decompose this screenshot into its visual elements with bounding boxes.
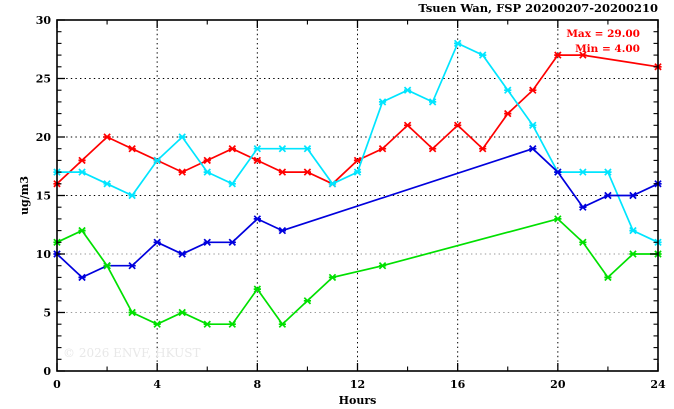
y-tick-label: 10: [36, 248, 52, 261]
data-point-red: [178, 168, 186, 176]
data-point-green: [153, 320, 161, 328]
data-point-blue: [178, 250, 186, 258]
data-point-red: [529, 86, 537, 94]
data-point-green: [579, 238, 587, 247]
data-point-cyan: [579, 168, 587, 176]
series-line-red: [56, 54, 659, 185]
data-point-cyan: [78, 168, 86, 176]
y-tick-label: 5: [43, 307, 51, 320]
data-point-cyan: [128, 191, 136, 200]
data-point-blue: [629, 191, 637, 200]
data-point-red: [479, 144, 487, 153]
data-point-blue: [554, 168, 562, 176]
data-point-cyan: [604, 168, 612, 176]
data-point-red: [303, 168, 312, 176]
data-point-cyan: [629, 226, 637, 235]
data-point-blue: [579, 203, 587, 211]
data-point-blue: [278, 226, 287, 235]
y-tick-label: 0: [43, 365, 51, 378]
data-point-cyan: [428, 98, 437, 106]
x-tick-label: 0: [53, 378, 61, 391]
data-point-blue: [203, 238, 211, 247]
data-point-red: [353, 156, 362, 165]
data-point-green: [178, 308, 186, 317]
data-point-green: [128, 308, 136, 317]
data-point-red: [579, 51, 587, 59]
y-tick-label: 15: [36, 190, 51, 203]
data-point-cyan: [253, 144, 262, 153]
data-point-red: [253, 156, 262, 165]
x-tick-label: 16: [450, 378, 466, 391]
data-point-cyan: [403, 86, 412, 94]
data-point-red: [278, 168, 287, 176]
data-point-blue: [153, 238, 161, 247]
data-point-green: [78, 226, 86, 235]
data-point-green: [203, 320, 211, 328]
data-point-green: [103, 261, 111, 270]
data-point-green: [378, 261, 387, 270]
data-point-cyan: [504, 86, 512, 94]
data-point-cyan: [153, 156, 161, 165]
y-tick-label: 20: [36, 131, 52, 144]
data-point-green: [328, 273, 337, 282]
data-point-cyan: [353, 168, 362, 176]
x-tick-label: 4: [153, 378, 161, 391]
data-point-red: [378, 144, 387, 153]
annotation-min: Min = 4.00: [575, 43, 640, 55]
data-point-cyan: [328, 180, 337, 188]
data-point-red: [403, 121, 412, 130]
data-point-cyan: [203, 168, 211, 176]
x-axis-label: Hours: [339, 394, 377, 407]
data-point-blue: [253, 215, 262, 223]
data-point-green: [228, 320, 236, 328]
watermark: © 2026 ENVF, HKUST: [63, 346, 201, 360]
data-point-blue: [228, 238, 236, 247]
x-tick-label: 20: [550, 378, 566, 391]
data-point-red: [103, 133, 111, 141]
y-tick-label: 25: [36, 73, 51, 86]
data-point-green: [604, 273, 612, 282]
data-point-red: [128, 144, 136, 153]
data-point-cyan: [378, 98, 387, 106]
data-point-cyan: [479, 51, 487, 59]
data-point-blue: [529, 144, 537, 153]
data-point-red: [453, 121, 462, 130]
data-point-green: [303, 297, 312, 305]
series-line-blue: [56, 147, 659, 279]
data-point-red: [228, 144, 236, 153]
data-point-cyan: [453, 39, 462, 48]
data-point-blue: [78, 273, 86, 282]
data-point-green: [554, 215, 562, 223]
series-line-green: [56, 217, 658, 326]
x-tick-label: 24: [650, 378, 666, 391]
data-point-red: [78, 156, 86, 165]
x-tick-label: 12: [350, 378, 365, 391]
data-point-red: [203, 156, 211, 165]
data-point-red: [428, 144, 437, 153]
data-point-red: [504, 109, 512, 118]
data-point-cyan: [303, 144, 312, 153]
data-point-green: [278, 320, 287, 328]
data-point-green: [629, 250, 637, 258]
series-line-cyan: [57, 42, 659, 244]
data-point-cyan: [103, 180, 111, 188]
data-point-cyan: [178, 133, 186, 141]
y-tick-label: 30: [36, 14, 52, 27]
x-tick-label: 8: [254, 378, 262, 391]
chart-title: Tsuen Wan, FSP 20200207-20200210: [418, 1, 658, 15]
annotation-max: Max = 29.00: [566, 28, 640, 40]
data-point-red: [554, 51, 562, 59]
data-point-blue: [604, 191, 612, 200]
y-axis-label: ug/m3: [18, 176, 31, 215]
data-point-cyan: [228, 180, 236, 188]
data-point-blue: [128, 261, 136, 270]
data-point-cyan: [278, 144, 287, 153]
data-point-green: [253, 285, 262, 293]
data-point-cyan: [529, 121, 537, 130]
